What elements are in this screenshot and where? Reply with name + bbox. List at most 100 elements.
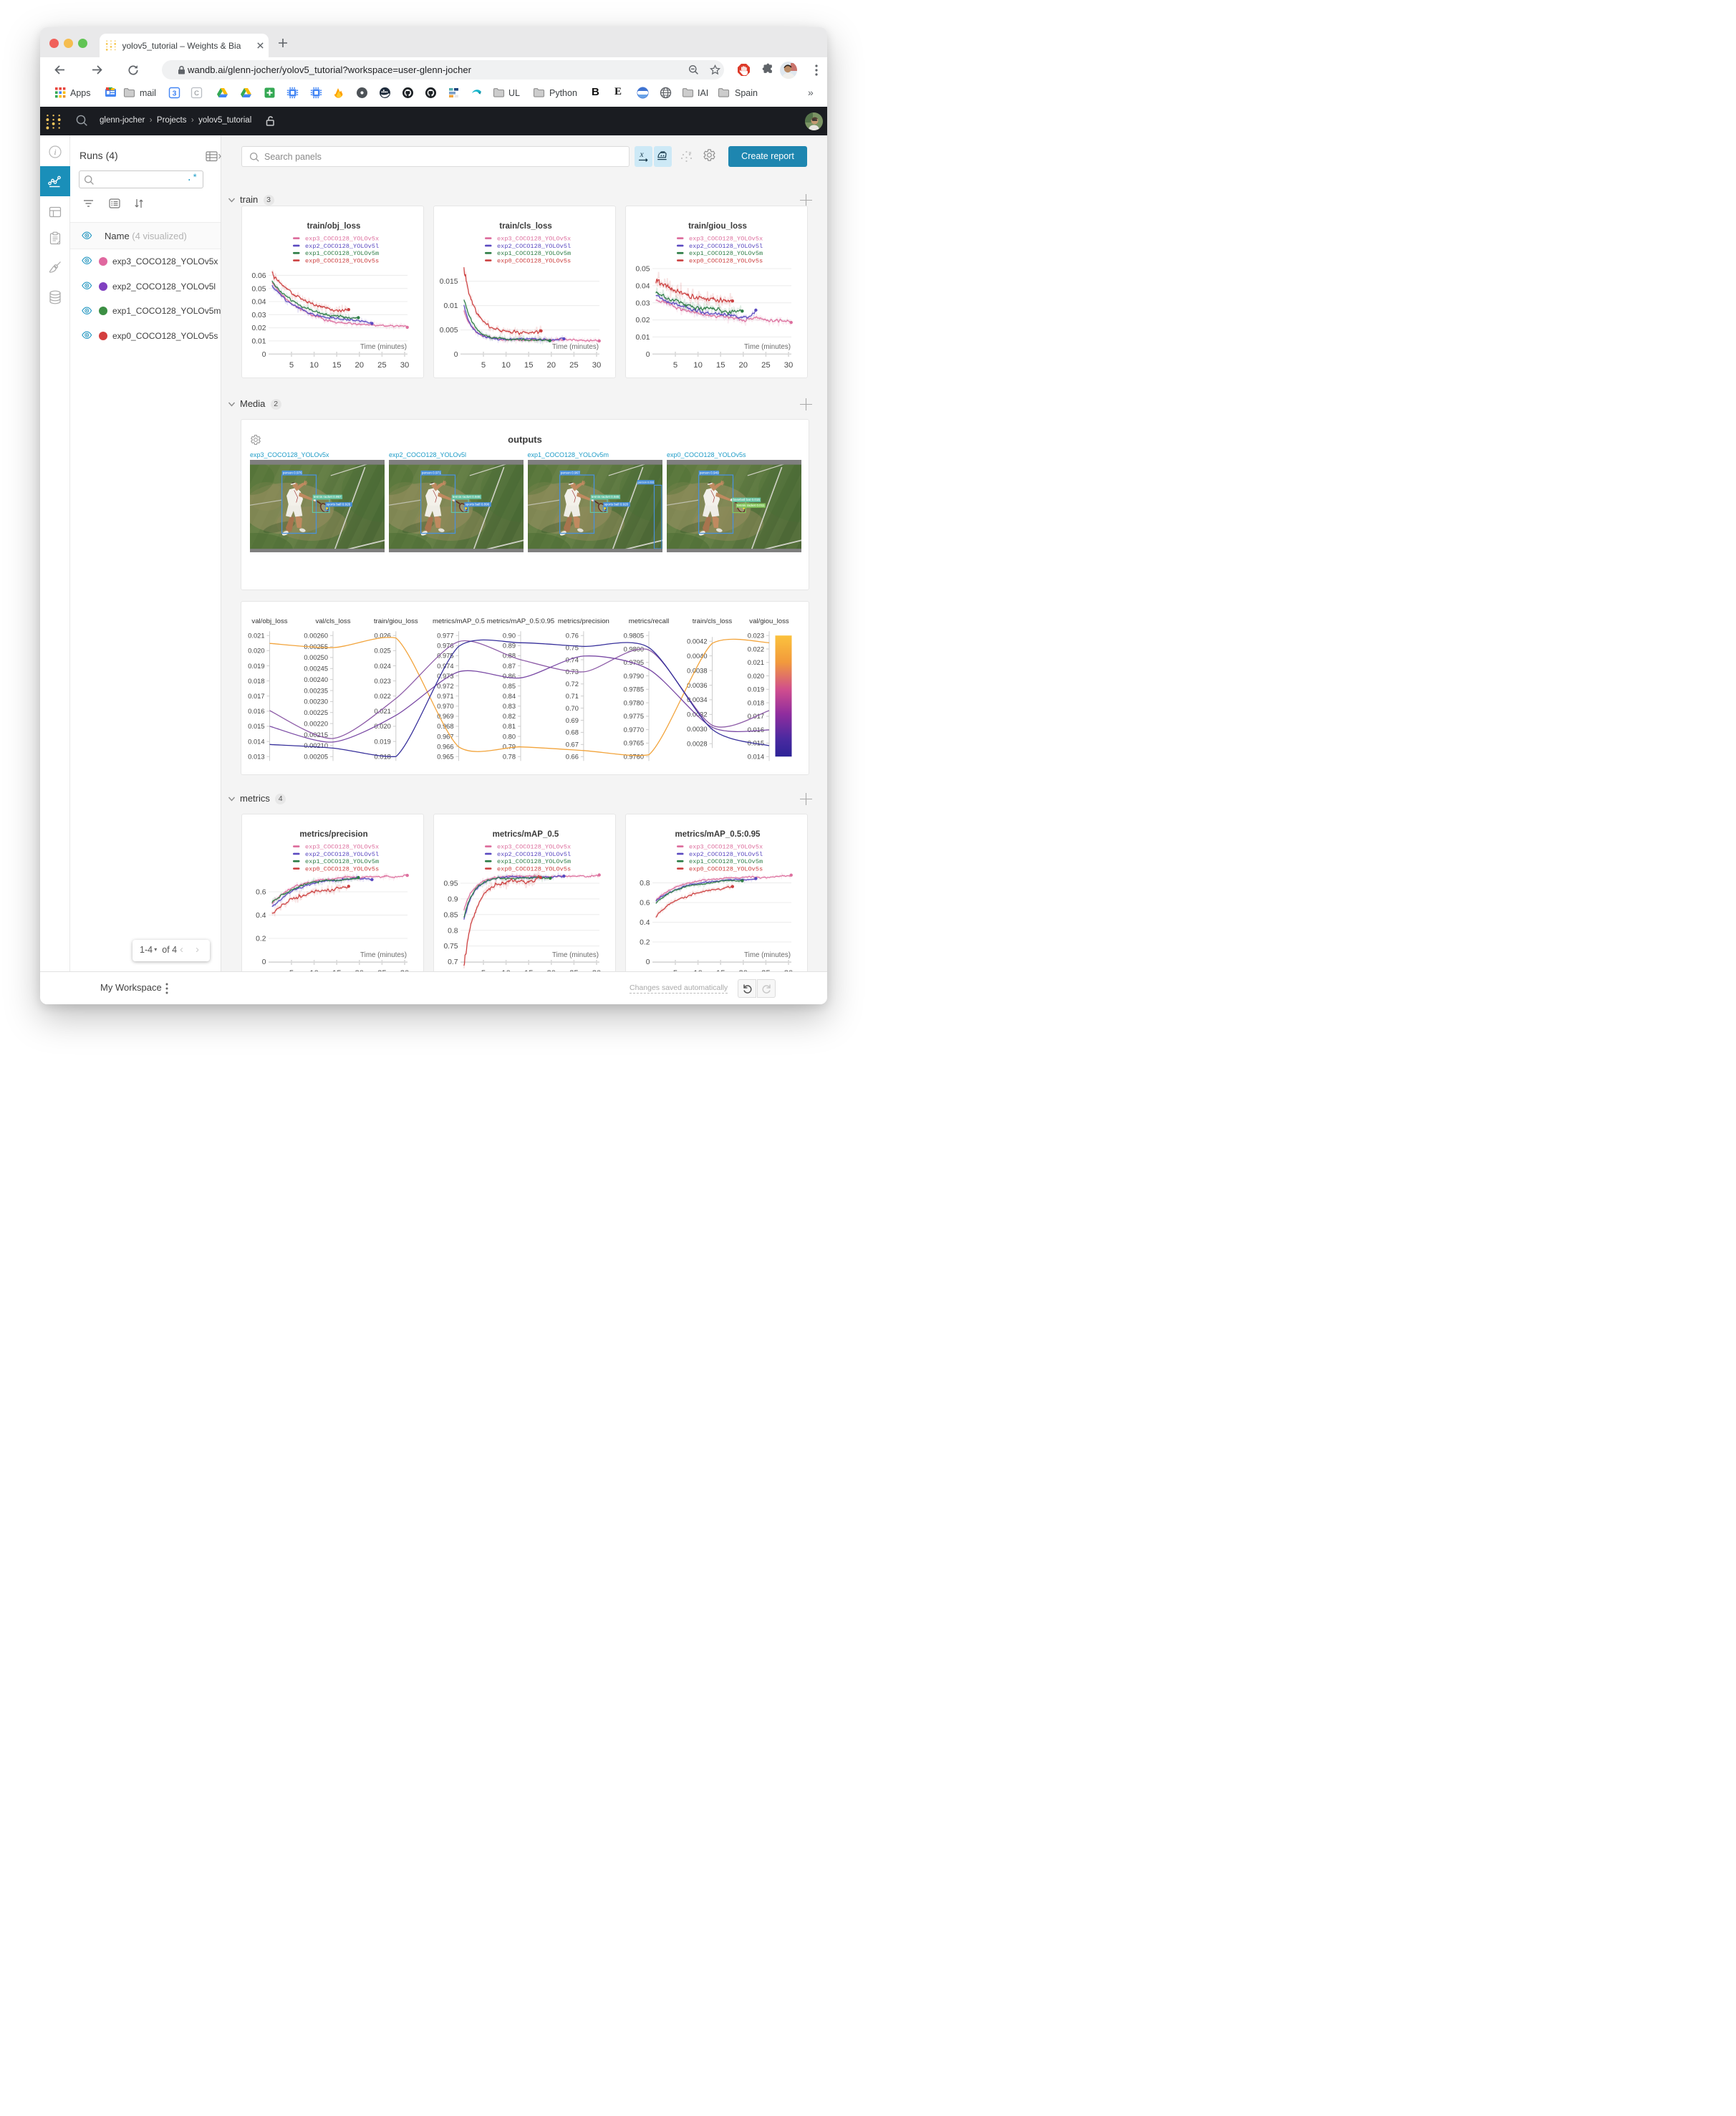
svg-text:5: 5: [289, 361, 294, 370]
svg-text:0.8: 0.8: [448, 927, 458, 935]
svg-text:0.9800: 0.9800: [624, 645, 644, 653]
svg-text:0.81: 0.81: [503, 723, 516, 730]
svg-text:0.00230: 0.00230: [304, 698, 328, 705]
svg-text:30: 30: [592, 969, 602, 971]
svg-text:sports ball 0.926: sports ball 0.926: [327, 502, 351, 506]
svg-text:0.70: 0.70: [566, 705, 579, 712]
svg-text:exp0_COCO128_YOLOv5s: exp0_COCO128_YOLOv5s: [689, 257, 763, 264]
svg-text:0.025: 0.025: [375, 647, 391, 654]
svg-text:15: 15: [715, 361, 725, 370]
svg-text:exp3_COCO128_YOLOv5x: exp3_COCO128_YOLOv5x: [305, 236, 379, 243]
svg-text:val/cls_loss: val/cls_loss: [315, 617, 350, 625]
svg-text:exp2_COCO128_YOLOv5l: exp2_COCO128_YOLOv5l: [689, 851, 763, 858]
svg-text:exp1_COCO128_YOLOv5m: exp1_COCO128_YOLOv5m: [497, 250, 571, 257]
svg-text:0.016: 0.016: [748, 726, 764, 734]
svg-text:0.0030: 0.0030: [687, 726, 707, 733]
svg-text:0.2: 0.2: [640, 939, 650, 947]
svg-text:exp3_COCO128_YOLOv5x: exp3_COCO128_YOLOv5x: [689, 844, 763, 851]
svg-text:0.0038: 0.0038: [687, 667, 707, 674]
svg-text:0.90: 0.90: [503, 632, 516, 639]
svg-text:0.69: 0.69: [566, 717, 579, 724]
svg-text:0.9765: 0.9765: [624, 739, 644, 746]
svg-text:30: 30: [592, 361, 602, 370]
svg-text:0.04: 0.04: [635, 283, 650, 291]
svg-text:15: 15: [524, 361, 534, 370]
svg-text:0.015: 0.015: [440, 278, 458, 286]
svg-text:0.78: 0.78: [503, 753, 516, 760]
svg-text:0.966: 0.966: [437, 743, 453, 750]
svg-text:0.8: 0.8: [640, 880, 650, 888]
svg-text:0.005: 0.005: [440, 327, 458, 335]
svg-text:0.023: 0.023: [375, 678, 391, 685]
svg-text:10: 10: [309, 361, 319, 370]
svg-text:metrics/mAP_0.5:0.95: metrics/mAP_0.5:0.95: [487, 617, 554, 625]
svg-text:0.0040: 0.0040: [687, 653, 707, 660]
svg-text:0.95: 0.95: [443, 880, 458, 888]
svg-text:0: 0: [645, 958, 650, 966]
svg-text:0.00250: 0.00250: [304, 654, 328, 661]
svg-text:0.9790: 0.9790: [624, 673, 644, 680]
svg-text:0.975: 0.975: [437, 652, 453, 659]
svg-text:0.0032: 0.0032: [687, 711, 707, 718]
svg-text:exp1_COCO128_YOLOv5m: exp1_COCO128_YOLOv5m: [497, 858, 571, 865]
svg-text:0.018: 0.018: [248, 678, 264, 685]
svg-text:metrics/recall: metrics/recall: [629, 617, 670, 625]
svg-text:Time (minutes): Time (minutes): [360, 951, 407, 959]
svg-text:0.06: 0.06: [251, 272, 266, 280]
svg-text:0: 0: [645, 351, 650, 359]
svg-text:exp3_COCO128_YOLOv5x: exp3_COCO128_YOLOv5x: [497, 844, 571, 851]
svg-text:metrics/precision: metrics/precision: [558, 617, 609, 625]
svg-text:metrics/mAP_0.5: metrics/mAP_0.5: [433, 617, 485, 625]
svg-text:0.976: 0.976: [437, 642, 453, 649]
svg-text:0.00210: 0.00210: [304, 742, 328, 749]
svg-text:x: x: [640, 150, 645, 159]
svg-text:0.2: 0.2: [256, 936, 266, 943]
svg-text:train/giou_loss: train/giou_loss: [688, 222, 747, 231]
svg-text:person 0.976: person 0.976: [283, 471, 302, 474]
svg-text:0.00245: 0.00245: [304, 665, 328, 672]
svg-text:0.67: 0.67: [566, 741, 579, 748]
svg-text:exp0_COCO128_YOLOv5s: exp0_COCO128_YOLOv5s: [689, 865, 763, 872]
svg-text:0.972: 0.972: [437, 683, 453, 690]
svg-text:0.0036: 0.0036: [687, 682, 707, 689]
svg-text:0.6: 0.6: [640, 900, 650, 908]
svg-text:0.021: 0.021: [375, 708, 391, 715]
svg-text:0.018: 0.018: [375, 753, 391, 760]
svg-text:0.83: 0.83: [503, 703, 516, 710]
svg-text:0.969: 0.969: [437, 713, 453, 720]
svg-text:25: 25: [377, 969, 387, 971]
svg-text:metrics/mAP_0.5: metrics/mAP_0.5: [493, 830, 559, 839]
svg-text:train/cls_loss: train/cls_loss: [693, 617, 733, 625]
svg-text:0.970: 0.970: [437, 703, 453, 710]
svg-text:exp0_COCO128_YOLOv5s: exp0_COCO128_YOLOv5s: [497, 865, 571, 872]
svg-text:10: 10: [693, 361, 703, 370]
svg-text:0.9805: 0.9805: [624, 632, 644, 639]
svg-text:0.9785: 0.9785: [624, 686, 644, 693]
svg-text:exp1_COCO128_YOLOv5m: exp1_COCO128_YOLOv5m: [689, 250, 763, 257]
svg-text:train/giou_loss: train/giou_loss: [374, 617, 418, 625]
svg-text:0.66: 0.66: [566, 753, 579, 760]
svg-text:0.9: 0.9: [448, 896, 458, 904]
svg-text:0.0034: 0.0034: [687, 696, 707, 703]
svg-text:exp0_COCO128_YOLOv5s: exp0_COCO128_YOLOv5s: [305, 865, 379, 872]
svg-text:metrics/mAP_0.5:0.95: metrics/mAP_0.5:0.95: [675, 830, 761, 839]
svg-text:0.026: 0.026: [375, 632, 391, 639]
svg-text:0.0028: 0.0028: [687, 740, 707, 747]
svg-text:30: 30: [783, 361, 793, 370]
svg-text:3: 3: [173, 89, 177, 97]
svg-text:0.00225: 0.00225: [304, 709, 328, 716]
svg-text:25: 25: [761, 969, 771, 971]
svg-text:exp2_COCO128_YOLOv5l: exp2_COCO128_YOLOv5l: [305, 851, 379, 858]
svg-text:25: 25: [569, 361, 579, 370]
svg-text:20: 20: [738, 969, 748, 971]
svg-text:Time (minutes): Time (minutes): [552, 343, 599, 351]
svg-text:exp0_COCO128_YOLOv5s: exp0_COCO128_YOLOv5s: [497, 257, 571, 264]
svg-text:0.019: 0.019: [248, 663, 264, 670]
svg-text:C: C: [194, 90, 199, 97]
svg-text:0.00240: 0.00240: [304, 676, 328, 683]
svg-text:0.4: 0.4: [256, 912, 266, 920]
svg-text:tennis racket 0.957: tennis racket 0.957: [314, 495, 342, 499]
svg-text:sports ball 0.896: sports ball 0.896: [466, 502, 490, 506]
svg-text:0.016: 0.016: [248, 708, 264, 715]
svg-text:0.85: 0.85: [503, 683, 516, 690]
